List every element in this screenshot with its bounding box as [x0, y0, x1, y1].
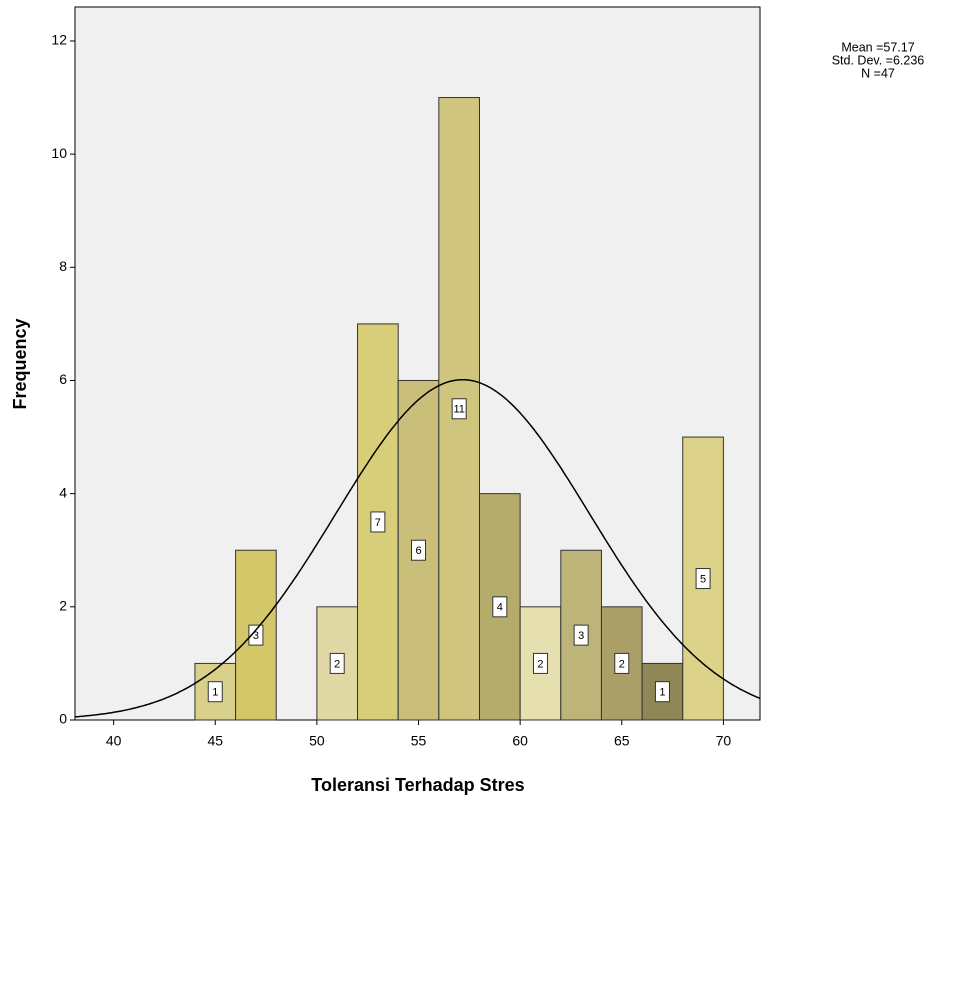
value-label-box	[207, 681, 223, 703]
x-tick-label: 40	[106, 733, 122, 749]
x-tick-label: 60	[512, 733, 528, 749]
annotation: Std. Dev. =6.236	[832, 53, 925, 67]
x-tick-label: 45	[207, 733, 223, 749]
value-label: 1	[659, 687, 665, 699]
value-label: 7	[375, 517, 381, 529]
value-label: 2	[619, 658, 625, 670]
y-tick-label: 0	[59, 711, 67, 727]
value-label-box	[329, 652, 345, 674]
value-label-box	[492, 596, 508, 618]
value-label: 3	[253, 630, 259, 642]
y-tick-label: 4	[59, 484, 67, 500]
y-tick-label: 12	[51, 32, 67, 48]
value-label-box	[411, 539, 427, 561]
annotation: N =47	[861, 66, 895, 80]
y-tick-label: 10	[51, 145, 67, 161]
value-label-box	[695, 568, 711, 590]
value-label-box	[614, 652, 630, 674]
value-label: 4	[497, 602, 503, 614]
y-tick-label: 8	[59, 258, 67, 274]
x-tick-label: 50	[309, 733, 325, 749]
value-label-box	[532, 652, 548, 674]
value-label: 1	[212, 687, 218, 699]
annotation: Mean =57.17	[841, 40, 914, 54]
value-label-box	[370, 511, 386, 533]
value-label: 2	[334, 658, 340, 670]
value-label-box	[573, 624, 589, 646]
value-label-box	[451, 398, 467, 420]
normal-curve	[74, 378, 761, 718]
value-label: 5	[700, 573, 706, 585]
value-label: 6	[415, 545, 421, 557]
x-axis-title: Toleransi Terhadap Stres	[311, 775, 524, 795]
y-axis-title: Frequency	[10, 318, 30, 409]
x-tick-label: 70	[716, 733, 732, 749]
y-tick-label: 2	[59, 598, 67, 614]
bar	[682, 436, 724, 721]
value-label: 2	[537, 658, 543, 670]
value-label-box	[654, 681, 670, 703]
x-tick-label: 65	[614, 733, 630, 749]
value-label: 11	[453, 404, 464, 416]
x-tick-label: 55	[411, 733, 427, 749]
value-label: 3	[578, 630, 584, 642]
value-label-box	[248, 624, 264, 646]
y-tick-label: 6	[59, 371, 67, 387]
